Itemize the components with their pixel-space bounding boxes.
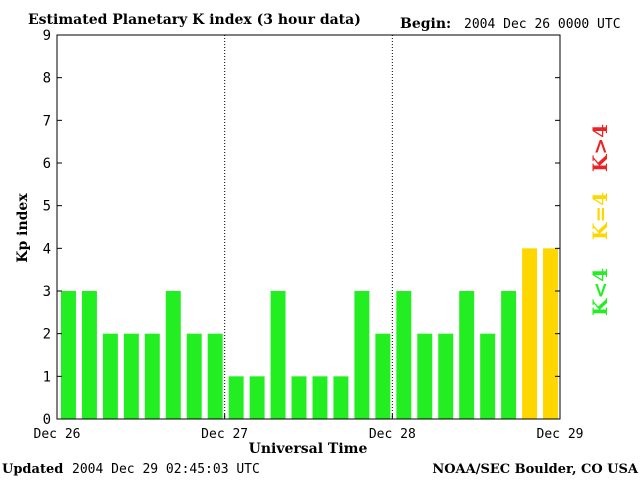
chart-title: Estimated Planetary K index (3 hour data… [28, 12, 361, 28]
y-tick-label: 1 [43, 369, 51, 385]
plot-frame [56, 34, 561, 420]
kp-bar [270, 291, 286, 419]
legend-k-greater-4: K>4 [588, 124, 612, 172]
kp-bar [438, 333, 454, 419]
kp-bar [480, 333, 496, 419]
kp-bar [522, 248, 538, 419]
updated-value: 2004 Dec 29 02:45:03 UTC [72, 462, 260, 477]
kp-bar [81, 291, 97, 419]
kp-bar [123, 333, 139, 419]
x-tick-label: Dec 26 [34, 427, 81, 442]
x-tick-label: Dec 28 [369, 427, 416, 442]
kp-bar [312, 376, 328, 419]
kp-bar [186, 333, 202, 419]
kp-bar [459, 291, 475, 419]
y-tick-label: 0 [43, 412, 51, 428]
kp-bar [144, 333, 160, 419]
kp-bar [61, 291, 76, 419]
y-tick-label: 3 [43, 284, 51, 300]
begin-value: 2004 Dec 26 0000 UTC [464, 17, 621, 32]
y-tick-label: 8 [43, 71, 51, 87]
plot-area: 0 1 2 3 4 5 6 7 8 9 Dec 26 Dec 27 Dec 28 Dec 29 [34, 28, 584, 442]
kp-bar [102, 333, 118, 419]
kp-bar [396, 291, 412, 419]
kp-bar [249, 376, 265, 419]
y-tick-label: 4 [43, 241, 51, 257]
kp-bar [543, 248, 558, 419]
x-axis-label: Universal Time [249, 441, 368, 457]
kp-bar [228, 376, 244, 419]
kp-bar [354, 291, 370, 419]
kp-bar [333, 376, 349, 419]
kp-bar [501, 291, 517, 419]
updated-label: Updated [2, 462, 63, 477]
y-tick-label: 7 [43, 113, 51, 129]
kp-bar [417, 333, 433, 419]
legend-k-less-4: K<4 [588, 268, 612, 316]
x-tick-label: Dec 27 [201, 427, 248, 442]
y-tick-label: 9 [43, 28, 51, 44]
kp-bar [165, 291, 181, 419]
y-axis-label: Kp index [15, 193, 31, 263]
y-tick-label: 2 [43, 327, 51, 343]
legend-k-equal-4: K=4 [588, 192, 612, 240]
begin-label: Begin: [400, 16, 451, 32]
y-tick-label: 6 [43, 156, 51, 172]
kp-bar [375, 333, 391, 419]
y-tick-label: 5 [43, 199, 51, 215]
source-credit: NOAA/SEC Boulder, CO USA [432, 462, 639, 477]
x-tick-label: Dec 29 [537, 427, 584, 442]
kp-bar [207, 333, 223, 419]
kp-bar [291, 376, 307, 419]
